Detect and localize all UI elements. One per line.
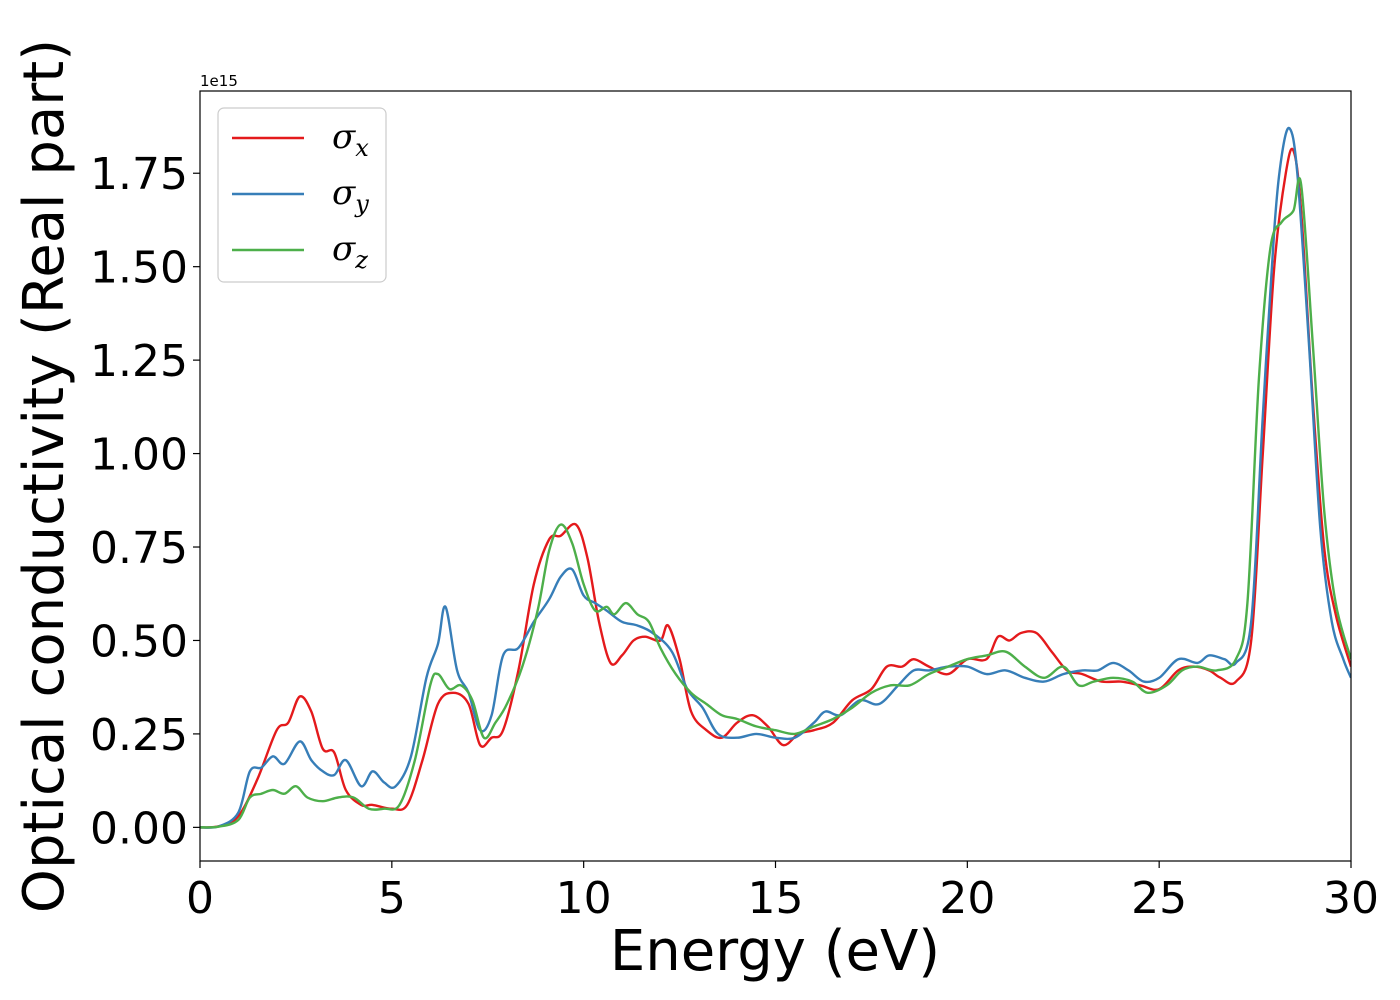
x-tick-label: 25	[1131, 873, 1187, 924]
plot-area	[200, 126, 1351, 829]
legend-label-z: σz	[332, 229, 368, 274]
y-tick-label: 0.25	[90, 710, 188, 761]
y-tick-label: 0.75	[90, 523, 188, 574]
x-tick-label: 30	[1323, 873, 1379, 924]
series-line-x	[200, 147, 1351, 829]
legend-label-x: σx	[332, 117, 369, 162]
y-tick-label: 1.75	[90, 149, 188, 200]
y-axis: 0.00 0.25 0.50 0.75 1.00 1.25 1.50 1.75	[90, 149, 200, 854]
series-line-z	[200, 177, 1351, 829]
x-tick-label: 20	[939, 873, 995, 924]
y-tick-label: 0.00	[90, 803, 188, 854]
x-tick-label: 15	[748, 873, 804, 924]
x-axis-title: Energy (eV)	[610, 919, 940, 984]
y-tick-label: 0.50	[90, 616, 188, 667]
offset-label: 1e15	[200, 72, 238, 90]
x-axis: 0 5 10 15 20 25 30	[186, 861, 1379, 924]
x-tick-label: 0	[186, 873, 214, 924]
y-tick-label: 1.00	[90, 430, 188, 481]
x-tick-label: 10	[556, 873, 612, 924]
y-axis-title: Optical conductivity (Real part)	[12, 39, 77, 913]
y-tick-label: 1.25	[90, 336, 188, 387]
legend: σx σy σz	[217, 107, 387, 283]
legend-label-y: σy	[332, 173, 369, 218]
x-tick-label: 5	[378, 873, 406, 924]
series-line-y	[200, 126, 1351, 829]
y-tick-label: 1.50	[90, 243, 188, 294]
